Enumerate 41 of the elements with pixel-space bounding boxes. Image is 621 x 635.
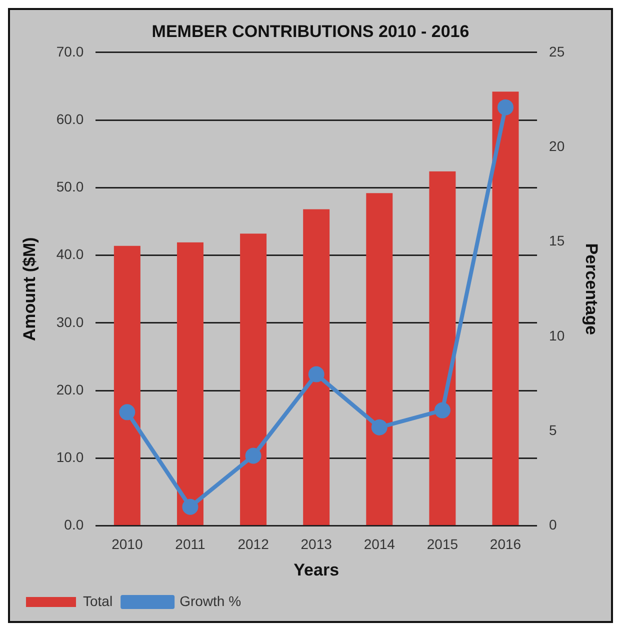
point	[371, 419, 388, 436]
x-tick-label: 2010	[112, 536, 143, 552]
x-axis-title: Years	[294, 560, 340, 580]
y-tick-label: 40.0	[56, 246, 84, 262]
point	[498, 99, 514, 116]
y-tick-label: 30.0	[56, 314, 84, 330]
y2-tick-label: 5	[549, 422, 558, 438]
bar	[240, 234, 267, 526]
y2-tick-label: 0	[549, 516, 558, 533]
x-tick-label: 2012	[238, 536, 270, 552]
bar	[366, 193, 393, 526]
y2-tick-label: 20	[549, 138, 565, 154]
bar	[303, 209, 330, 526]
y-tick-label: 0.0	[64, 516, 84, 533]
x-tick-label: 2015	[426, 536, 458, 552]
y-axis-title: Amount ($M)	[20, 237, 39, 342]
point	[182, 498, 198, 515]
x-tick-label: 2014	[364, 536, 396, 552]
y2-tick-label: 10	[549, 327, 565, 344]
x-tick-label: 2011	[175, 536, 206, 552]
y-tick-label: 50.0	[56, 178, 84, 195]
x-tick-label: 2013	[300, 536, 332, 552]
y2-axis-title: Percentage	[582, 243, 602, 335]
legend-label: Total	[83, 592, 113, 609]
y-tick-label: 20.0	[56, 381, 84, 398]
point	[245, 448, 262, 464]
y-tick-label: 60.0	[56, 110, 84, 127]
bar	[492, 92, 519, 526]
legend-label: Growth %	[180, 592, 242, 609]
point	[308, 366, 324, 382]
bar	[114, 246, 140, 526]
y2-tick-label: 15	[549, 232, 565, 249]
y-tick-label: 70.0	[56, 43, 84, 60]
chart-title: MEMBER CONTRIBUTIONS 2010 - 2016	[152, 22, 470, 41]
y2-tick-label: 25	[549, 43, 565, 60]
x-tick-label: 2016	[490, 536, 522, 552]
point	[434, 402, 450, 418]
y-tick-label: 10.0	[56, 449, 84, 466]
point	[119, 404, 136, 420]
bar	[429, 171, 456, 526]
bar	[176, 242, 204, 526]
